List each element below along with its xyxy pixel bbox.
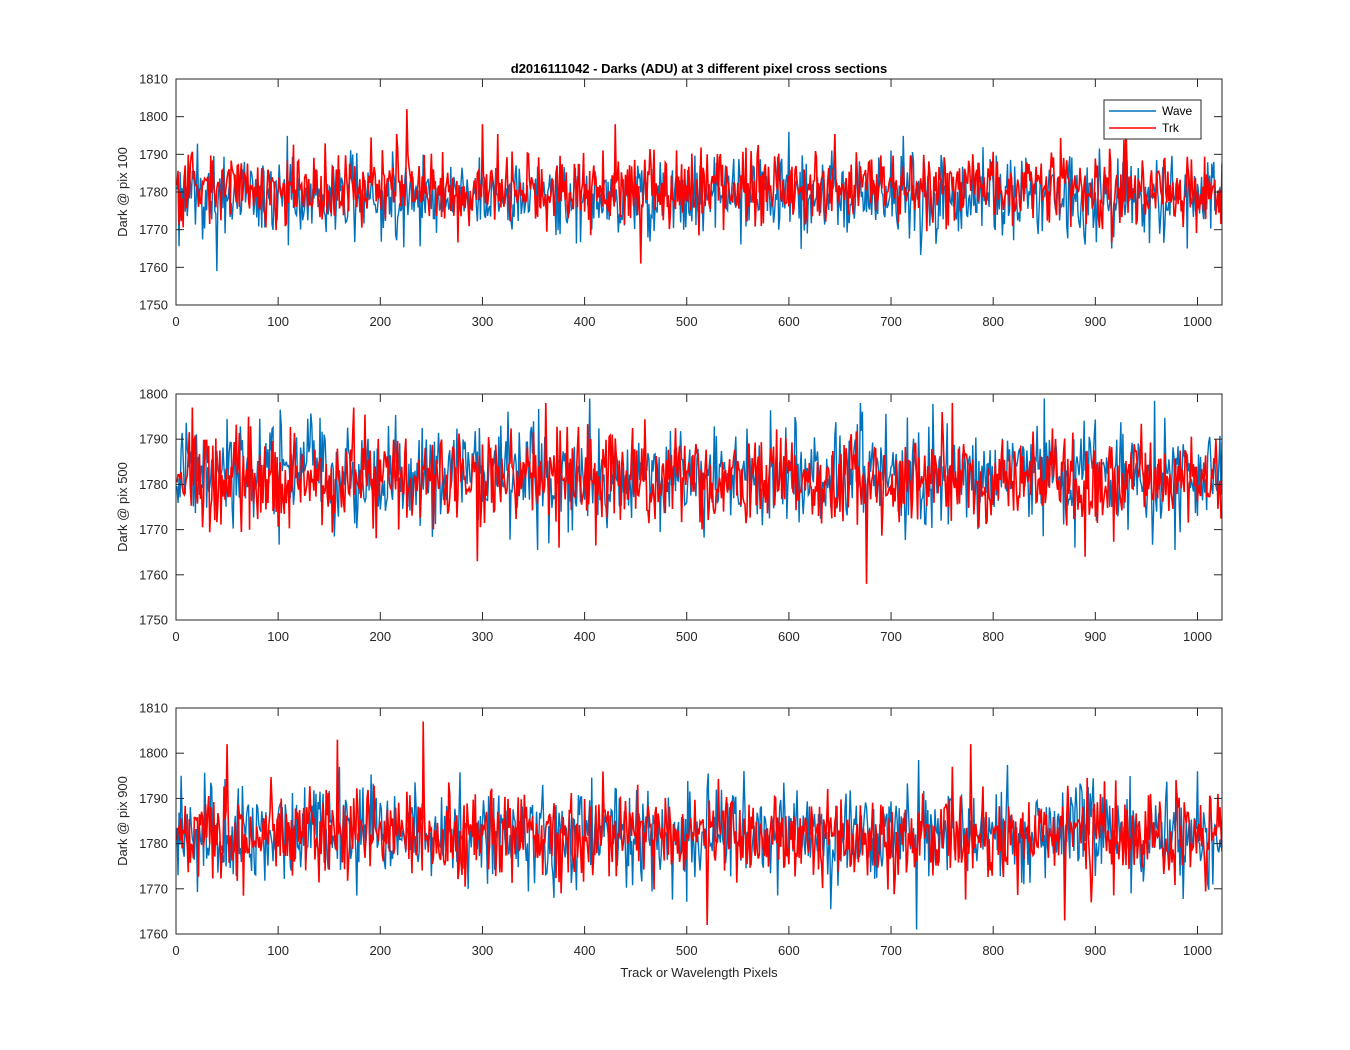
x-tick-label: 500 [676,314,698,329]
x-tick-label: 0 [172,629,179,644]
x-tick-label: 600 [778,629,800,644]
legend-box [1103,99,1202,140]
x-tick-label: 300 [472,943,494,958]
y-tick-label: 1810 [139,701,168,716]
y-tick-label: 1810 [139,72,168,87]
y-axis-label: Dark @ pix 500 [115,462,130,552]
x-tick-label: 300 [472,629,494,644]
y-tick-label: 1750 [139,298,168,313]
x-tick-label: 700 [880,629,902,644]
subplot-2: 0 100 200 300 400 500 600 700 800 900 1000 1750 1760… [115,387,1223,644]
x-tick-label: 200 [369,629,391,644]
x-tick-label: 400 [574,943,596,958]
x-tick-label: 400 [574,314,596,329]
axes-box [175,707,1223,935]
y-tick-label: 1760 [139,927,168,942]
figure-title: d2016111042 - Darks (ADU) at 3 different… [511,61,887,76]
x-axis-label: Track or Wavelength Pixels [620,965,778,980]
y-tick-label: 1800 [139,109,168,124]
y-tick-label: 1770 [139,222,168,237]
x-tick-label: 900 [1084,629,1106,644]
x-tick-label: 100 [267,314,289,329]
y-tick-label: 1800 [139,387,168,402]
legend-label-wave: Wave [1162,104,1193,118]
x-tick-label: 0 [172,943,179,958]
x-tick-label: 1000 [1183,943,1212,958]
x-tick-label: 900 [1084,943,1106,958]
y-tick-label: 1770 [139,881,168,896]
x-tick-label: 1000 [1183,629,1212,644]
y-tick-label: 1790 [139,432,168,447]
axes-box [175,393,1223,621]
x-tick-label: 600 [778,943,800,958]
y-tick-label: 1750 [139,613,168,628]
subplot-3: 0 100 200 300 400 500 600 700 800 900 1000 1760 1770… [115,701,1223,958]
x-tick-label: 900 [1084,314,1106,329]
y-tick-label: 1760 [139,260,168,275]
x-tick-label: 1000 [1183,314,1212,329]
x-tick-label: 400 [574,629,596,644]
series-line-trk [176,403,1222,584]
x-tick-label: 700 [880,943,902,958]
y-tick-label: 1780 [139,477,168,492]
x-tick-label: 600 [778,314,800,329]
subplot-1: 0 100 200 300 400 500 600 700 800 900 1000 1750 1760… [115,72,1223,329]
y-axis-label: Dark @ pix 900 [115,776,130,866]
legend: Wave Trk [1103,99,1202,140]
x-tick-label: 100 [267,629,289,644]
x-tick-label: 800 [982,629,1004,644]
y-axis-label: Dark @ pix 100 [115,147,130,237]
legend-label-trk: Trk [1162,121,1180,135]
x-tick-label: 500 [676,629,698,644]
y-tick-label: 1780 [139,185,168,200]
y-tick-label: 1760 [139,567,168,582]
x-tick-label: 0 [172,314,179,329]
x-tick-label: 800 [982,314,1004,329]
series-line-trk [176,721,1222,925]
x-tick-label: 100 [267,943,289,958]
y-tick-label: 1770 [139,522,168,537]
y-tick-label: 1790 [139,147,168,162]
x-tick-label: 200 [369,314,391,329]
series-line-trk [176,109,1222,264]
x-tick-label: 700 [880,314,902,329]
x-tick-label: 500 [676,943,698,958]
x-tick-label: 200 [369,943,391,958]
y-tick-label: 1790 [139,791,168,806]
y-tick-label: 1800 [139,746,168,761]
x-tick-label: 300 [472,314,494,329]
x-tick-label: 800 [982,943,1004,958]
y-tick-label: 1780 [139,836,168,851]
